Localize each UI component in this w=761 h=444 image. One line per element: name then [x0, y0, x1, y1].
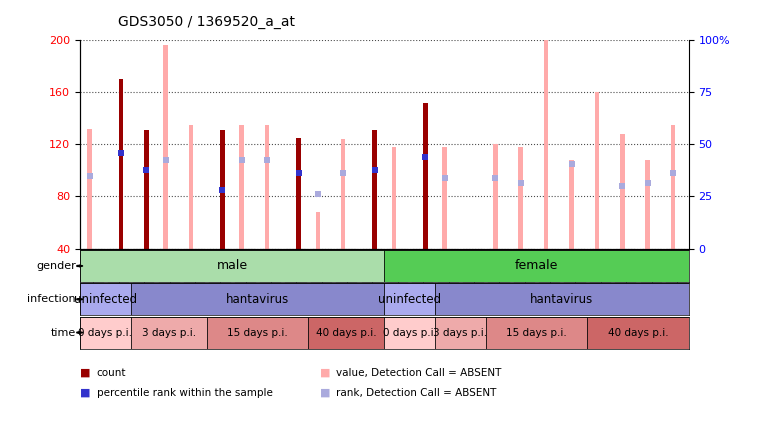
Bar: [80, 250, 384, 282]
Text: 15 days p.i.: 15 days p.i.: [227, 328, 288, 337]
Bar: [164, 45, 168, 249]
Bar: [88, 129, 92, 249]
Text: 0 days p.i.: 0 days p.i.: [78, 328, 132, 337]
Text: hantavirus: hantavirus: [226, 293, 289, 306]
Text: 15 days p.i.: 15 days p.i.: [506, 328, 567, 337]
Bar: [207, 317, 308, 349]
Bar: [80, 283, 131, 315]
Text: value, Detection Call = ABSENT: value, Detection Call = ABSENT: [336, 368, 501, 378]
Bar: [341, 139, 345, 249]
Text: ■: ■: [80, 388, 91, 398]
Bar: [265, 125, 269, 249]
Text: ■: ■: [320, 388, 330, 398]
Bar: [384, 283, 435, 315]
Bar: [308, 317, 384, 349]
Bar: [189, 125, 193, 249]
Bar: [435, 283, 689, 315]
Text: count: count: [97, 368, 126, 378]
Text: percentile rank within the sample: percentile rank within the sample: [97, 388, 272, 398]
Bar: [131, 317, 207, 349]
Bar: [220, 130, 224, 249]
Bar: [442, 147, 447, 249]
Text: 0 days p.i.: 0 days p.i.: [383, 328, 437, 337]
Text: uninfected: uninfected: [378, 293, 441, 306]
Bar: [544, 37, 549, 249]
Bar: [392, 147, 396, 249]
Bar: [144, 130, 148, 249]
Text: 40 days p.i.: 40 days p.i.: [316, 328, 377, 337]
Bar: [240, 125, 244, 249]
Text: ■: ■: [80, 368, 91, 378]
Text: 40 days p.i.: 40 days p.i.: [608, 328, 668, 337]
Text: gender: gender: [37, 261, 76, 271]
Text: infection: infection: [27, 294, 76, 304]
Text: 3 days p.i.: 3 days p.i.: [433, 328, 488, 337]
Bar: [569, 160, 574, 249]
Bar: [296, 138, 301, 249]
Text: time: time: [51, 328, 76, 337]
Bar: [131, 283, 384, 315]
Bar: [435, 317, 486, 349]
Bar: [620, 134, 625, 249]
Bar: [80, 317, 131, 349]
Text: uninfected: uninfected: [74, 293, 137, 306]
Bar: [587, 317, 689, 349]
Text: ■: ■: [320, 368, 330, 378]
Text: hantavirus: hantavirus: [530, 293, 594, 306]
Text: rank, Detection Call = ABSENT: rank, Detection Call = ABSENT: [336, 388, 497, 398]
Bar: [384, 250, 689, 282]
Bar: [372, 130, 377, 249]
Bar: [423, 103, 428, 249]
Text: GDS3050 / 1369520_a_at: GDS3050 / 1369520_a_at: [118, 15, 295, 29]
Text: female: female: [515, 259, 558, 273]
Text: 3 days p.i.: 3 days p.i.: [142, 328, 196, 337]
Bar: [119, 79, 123, 249]
Bar: [493, 144, 498, 249]
Bar: [645, 160, 650, 249]
Bar: [316, 212, 320, 249]
Bar: [486, 317, 587, 349]
Text: male: male: [217, 259, 247, 273]
Bar: [670, 125, 675, 249]
Bar: [594, 92, 599, 249]
Bar: [384, 317, 435, 349]
Bar: [518, 147, 523, 249]
